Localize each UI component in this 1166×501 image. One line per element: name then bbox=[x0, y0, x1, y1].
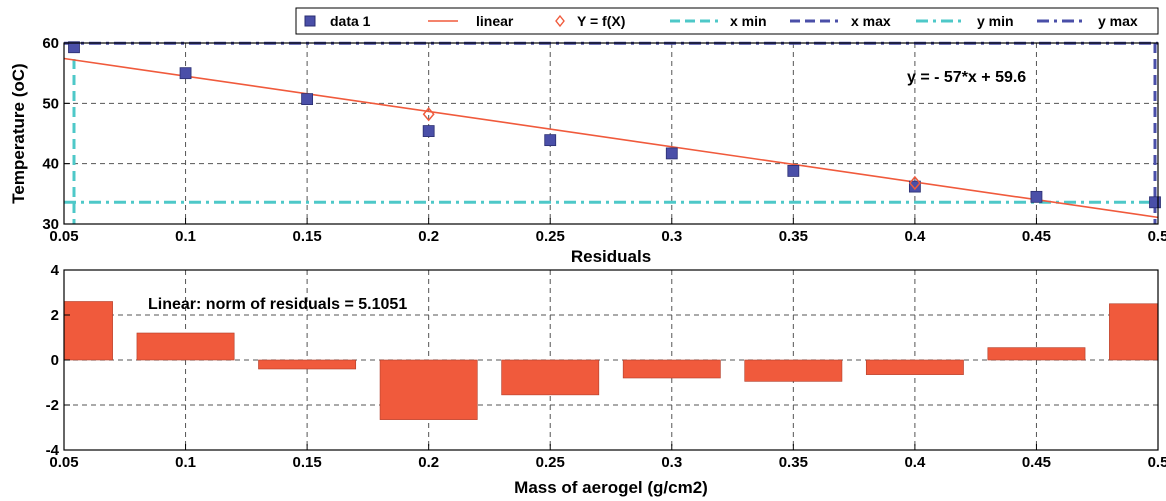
residuals-title: Residuals bbox=[571, 247, 651, 266]
x-axis-label: Mass of aerogel (g/cm2) bbox=[514, 478, 708, 497]
data-point bbox=[665, 147, 678, 160]
y-tick-label: -4 bbox=[46, 442, 60, 459]
residual-bar bbox=[622, 359, 721, 379]
data-point bbox=[179, 67, 192, 80]
residual-bar bbox=[136, 332, 235, 361]
residual-bar bbox=[501, 359, 600, 396]
data-point bbox=[1149, 196, 1161, 209]
x-tick-label: 0.1 bbox=[175, 228, 196, 245]
y-tick-label: -2 bbox=[46, 397, 59, 414]
legend-swatch-diamond bbox=[555, 14, 565, 28]
legend-swatch-square bbox=[304, 15, 316, 27]
legend-item: y max bbox=[1037, 13, 1138, 29]
x-tick-label: 0.4 bbox=[904, 454, 926, 471]
legend-item: y min bbox=[916, 13, 1014, 29]
x-tick-label: 0.3 bbox=[661, 228, 682, 245]
residual-bar bbox=[744, 359, 843, 382]
data-point bbox=[301, 93, 314, 106]
data-point bbox=[908, 180, 921, 193]
y-tick-label: 60 bbox=[42, 35, 59, 52]
legend-item: x min bbox=[670, 13, 767, 29]
x-tick-label: 0.5 bbox=[1148, 454, 1166, 471]
evaluated-point-diamond bbox=[422, 107, 435, 122]
y-axis-label: Temperature (oC) bbox=[9, 63, 28, 203]
top-axes-frame bbox=[63, 42, 1159, 225]
data-point bbox=[1030, 190, 1043, 203]
legend-frame bbox=[295, 7, 1159, 35]
data-point bbox=[787, 165, 800, 177]
evaluated-point-diamond bbox=[908, 175, 921, 191]
data-point bbox=[544, 134, 557, 147]
residual-bar bbox=[63, 301, 113, 361]
residual-bar bbox=[865, 359, 964, 375]
linear-fit-line bbox=[63, 57, 1159, 219]
legend-label: Y = f(X) bbox=[577, 13, 625, 29]
x-tick-label: 0.35 bbox=[779, 454, 808, 471]
legend-label: data 1 bbox=[330, 13, 371, 29]
legend: data 1 linear Y = f(X) x min x max y min y max bbox=[295, 7, 1159, 35]
x-tick-label: 0.15 bbox=[293, 454, 322, 471]
y-tick-label: 0 bbox=[51, 352, 59, 369]
legend-label: y min bbox=[977, 13, 1014, 29]
legend-label: x max bbox=[851, 13, 891, 29]
x-tick-label: 0.2 bbox=[418, 454, 439, 471]
y-tick-label: 4 bbox=[51, 262, 60, 279]
y-tick-label: 2 bbox=[51, 307, 59, 324]
residual-bar bbox=[379, 359, 478, 420]
x-tick-label: 0.15 bbox=[293, 228, 322, 245]
legend-item: x max bbox=[790, 13, 891, 29]
x-tick-label: 0.5 bbox=[1148, 228, 1166, 245]
x-tick-label: 0.45 bbox=[1022, 228, 1051, 245]
legend-item: Y = f(X) bbox=[555, 13, 625, 29]
legend-label: y max bbox=[1098, 13, 1138, 29]
x-tick-label: 0.4 bbox=[904, 228, 926, 245]
fit-equation-annotation: y = - 57*x + 59.6 bbox=[907, 69, 1026, 86]
residual-bar bbox=[258, 359, 357, 370]
x-tick-label: 0.05 bbox=[49, 228, 78, 245]
legend-label: x min bbox=[730, 13, 767, 29]
legend-item: linear bbox=[428, 13, 514, 29]
y-tick-label: 40 bbox=[42, 156, 59, 173]
legend-label: linear bbox=[476, 13, 514, 29]
x-tick-label: 0.45 bbox=[1022, 454, 1051, 471]
data-point bbox=[422, 125, 435, 137]
x-tick-label: 0.3 bbox=[661, 454, 682, 471]
legend-item: data 1 bbox=[304, 13, 371, 29]
temperature-plot: 0.05 0.1 0.15 0.2 0.25 0.3 0.35 0.4 0.45 0.5 30 40 5… bbox=[9, 7, 1166, 245]
y-tick-label: 50 bbox=[42, 95, 59, 112]
x-tick-label: 0.05 bbox=[49, 454, 78, 471]
x-tick-label: 0.2 bbox=[418, 228, 439, 245]
data-point bbox=[68, 41, 80, 54]
x-tick-label: 0.35 bbox=[779, 228, 808, 245]
residual-bar bbox=[1109, 303, 1159, 361]
residuals-plot: 0.05 0.1 0.15 0.2 0.25 0.3 0.35 0.4 0.45 0.5 -4 -2 0… bbox=[46, 247, 1166, 497]
x-tick-label: 0.25 bbox=[536, 454, 565, 471]
residual-norm-annotation: Linear: norm of residuals = 5.1051 bbox=[148, 296, 407, 313]
residual-bar bbox=[987, 347, 1086, 361]
y-tick-label: 30 bbox=[42, 216, 59, 233]
x-tick-label: 0.1 bbox=[175, 454, 196, 471]
x-tick-label: 0.25 bbox=[536, 228, 565, 245]
